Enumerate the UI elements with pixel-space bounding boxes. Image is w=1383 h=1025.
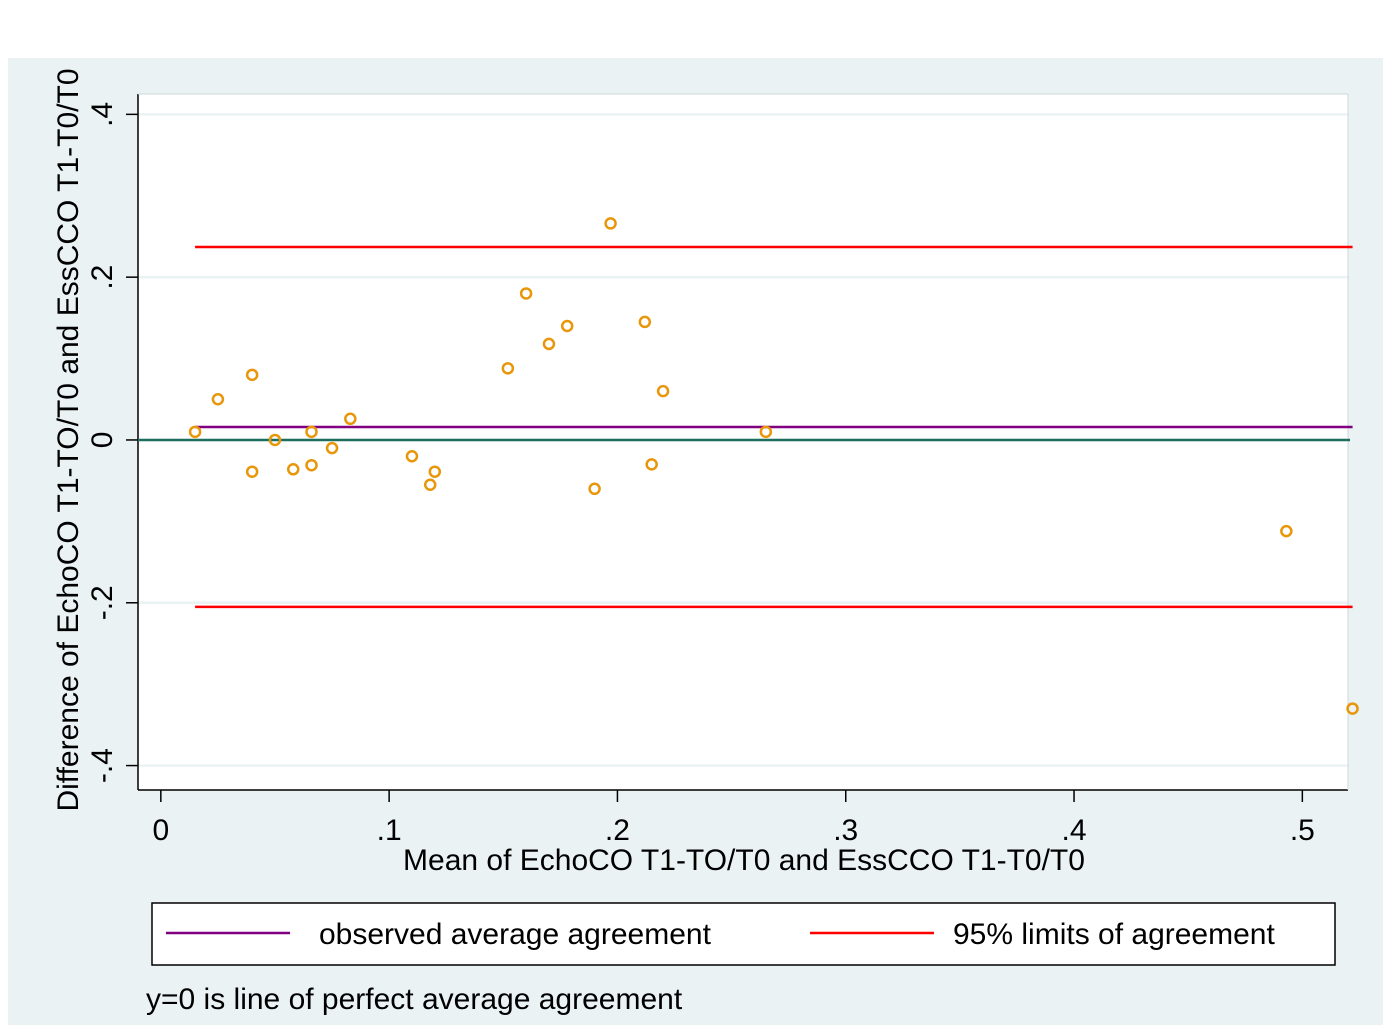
x-tick-label: .2 — [605, 814, 630, 847]
data-point — [188, 425, 202, 439]
data-point — [211, 393, 225, 406]
data-point — [245, 465, 259, 478]
y-axis-title: Difference of EchoCO T1-TO/T0 and EssCCO… — [52, 68, 85, 811]
data-point — [344, 412, 357, 426]
chart-note: y=0 is line of perfect average agreement — [146, 983, 683, 1016]
y-tick-label: 0 — [86, 432, 119, 449]
x-tick-label: .4 — [1062, 814, 1087, 847]
y-tick-label: -.4 — [86, 748, 119, 783]
data-point — [1346, 702, 1359, 715]
x-tick-label: .1 — [377, 814, 402, 847]
reference-lines — [138, 245, 1353, 609]
data-point — [656, 384, 670, 398]
y-tick-label: .2 — [86, 265, 119, 290]
data-point — [542, 337, 556, 351]
data-point — [305, 425, 318, 439]
data-point — [305, 458, 318, 472]
data-point — [245, 368, 259, 382]
data-point — [604, 217, 617, 230]
x-tick-label: 0 — [152, 814, 169, 847]
y-tick-label: -.2 — [86, 585, 119, 620]
data-point — [1280, 524, 1293, 538]
legend-box — [151, 902, 1336, 966]
data-point — [501, 362, 515, 375]
data-point — [638, 315, 652, 329]
data-point — [325, 441, 339, 455]
y-tick-label: .4 — [86, 102, 119, 127]
plot-area — [138, 94, 1348, 790]
data-point — [588, 482, 601, 496]
data-point — [405, 449, 419, 463]
data-point — [759, 425, 773, 439]
data-point — [560, 319, 574, 333]
data-points — [188, 217, 1359, 715]
legend-label-limits-of-agreement: 95% limits of agreement — [953, 918, 1275, 951]
x-tick-label: .5 — [1290, 814, 1315, 847]
data-point — [428, 465, 442, 478]
data-point — [286, 463, 300, 476]
data-point — [645, 458, 658, 471]
x-axis-ticks: 0 .1 .2 .3 .4 .5 — [152, 790, 1315, 847]
y-axis-ticks: -.4 -.2 0 .2 .4 — [86, 102, 138, 783]
x-tick-label: .3 — [833, 814, 858, 847]
legend-label-observed-average: observed average agreement — [319, 918, 712, 951]
legend: observed average agreement 95% limits of… — [151, 902, 1336, 966]
data-point — [423, 478, 437, 491]
x-axis-title: Mean of EchoCO T1-TO/T0 and EssCCO T1-T0… — [403, 844, 1085, 877]
data-point — [268, 433, 282, 447]
data-point — [519, 287, 533, 300]
